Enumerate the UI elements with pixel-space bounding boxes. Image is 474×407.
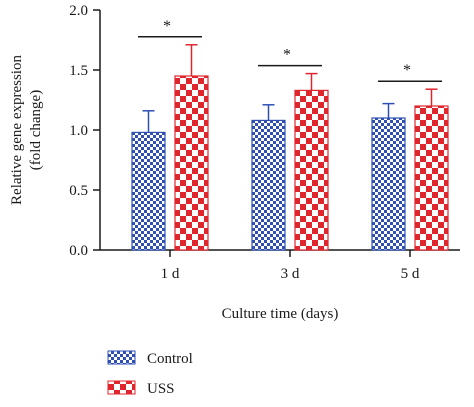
legend-swatch-control: [107, 350, 136, 365]
x-tick-labels: 1 d 3 d 5 d: [161, 266, 420, 282]
y-tick-label: 1.5: [69, 63, 88, 79]
legend-label-control: Control: [147, 351, 193, 367]
bar-uss-3: [414, 105, 449, 251]
x-axis: 1 d 3 d 5 d Culture time (days): [100, 249, 460, 322]
y-axis-label: Relative gene expression: [9, 55, 25, 205]
bar-uss-1: [174, 75, 209, 251]
y-axis-label-line-2: (fold change): [28, 90, 44, 170]
legend-swatch-uss: [107, 380, 136, 395]
significance-star-1: *: [163, 18, 171, 35]
x-tick-label: 3 d: [281, 266, 300, 282]
y-tick-labels: 0.0 0.5 1.0 1.5 2.0: [69, 3, 88, 259]
bar-control-2: [251, 119, 286, 251]
legend: Control USS: [107, 350, 193, 397]
significance-star-2: *: [283, 47, 291, 64]
y-tick-label: 1.0: [69, 123, 88, 139]
y-ticks: [93, 9, 100, 251]
y-tick-label: 0.5: [69, 183, 88, 199]
y-tick-label: 0.0: [69, 243, 88, 259]
y-axis: 0.0 0.5 1.0 1.5 2.0 Relative gene expres…: [9, 3, 101, 259]
x-axis-label: Culture time (days): [222, 306, 339, 322]
y-tick-label: 2.0: [69, 3, 88, 19]
bar-control-3: [371, 117, 406, 251]
bar-control-1: [131, 131, 166, 251]
bar-uss-2: [294, 89, 329, 251]
legend-label-uss: USS: [147, 381, 175, 397]
significance-star-3: *: [403, 62, 411, 79]
x-tick-label: 1 d: [161, 266, 180, 282]
x-ticks: [169, 250, 411, 257]
y-axis-label-line-1: Relative gene expression: [9, 55, 25, 205]
y-axis-label-secondary: (fold change): [28, 90, 44, 170]
x-tick-label: 5 d: [401, 266, 420, 282]
plot-area: * * *: [131, 18, 449, 251]
